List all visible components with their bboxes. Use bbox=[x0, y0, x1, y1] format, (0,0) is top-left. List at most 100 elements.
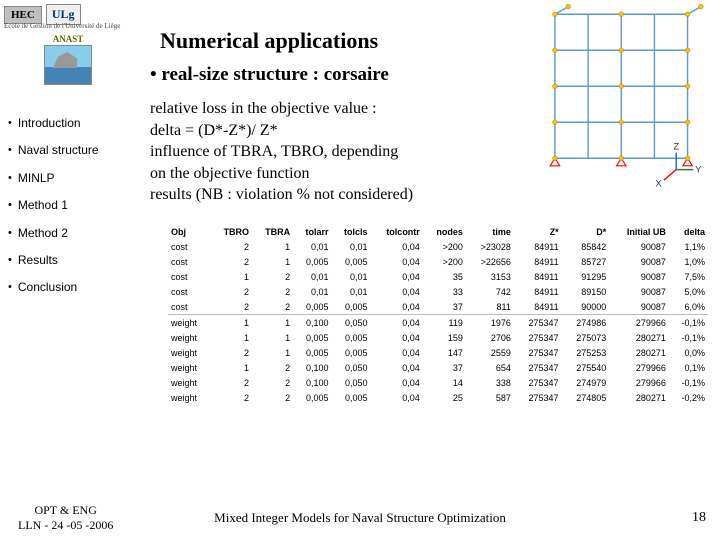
table-col-header: tolcontr bbox=[371, 224, 423, 239]
table-cell: >22656 bbox=[466, 254, 514, 269]
svg-text:Z: Z bbox=[673, 142, 679, 153]
table-cell: 1 bbox=[252, 330, 293, 345]
sidebar-item-results[interactable]: •Results bbox=[8, 253, 138, 268]
table-cell: 147 bbox=[423, 345, 466, 360]
table-col-header: TBRA bbox=[252, 224, 293, 239]
table-col-header: tolarr bbox=[293, 224, 331, 239]
table-row: weight220,0050,0050,04255872753472748052… bbox=[168, 390, 708, 405]
table-cell: 90000 bbox=[562, 299, 610, 315]
sidebar-item-label: Naval structure bbox=[18, 143, 99, 157]
table-cell: 654 bbox=[466, 360, 514, 375]
table-cell: 1,1% bbox=[669, 239, 708, 254]
bullet-icon: • bbox=[8, 253, 12, 268]
table-cell: 90087 bbox=[609, 239, 669, 254]
table-cell: 275347 bbox=[514, 375, 562, 390]
anast-icon bbox=[44, 45, 92, 85]
table-cell: 84911 bbox=[514, 299, 562, 315]
table-col-header: time bbox=[466, 224, 514, 239]
bullet-icon: • bbox=[8, 280, 12, 295]
table-cell: 84911 bbox=[514, 284, 562, 299]
table-cell: 0,0% bbox=[669, 345, 708, 360]
table-row: cost210,0050,0050,04>200>226568491185727… bbox=[168, 254, 708, 269]
table-cell: cost bbox=[168, 254, 210, 269]
table-cell: 2 bbox=[210, 375, 252, 390]
table-cell: 91295 bbox=[562, 269, 610, 284]
table-cell: 2 bbox=[210, 345, 252, 360]
hec-logo-text: HEC bbox=[4, 6, 42, 24]
table-cell: 280271 bbox=[609, 330, 669, 345]
table-cell: 2 bbox=[252, 360, 293, 375]
table-cell: 0,04 bbox=[371, 390, 423, 405]
table-cell: 275073 bbox=[562, 330, 610, 345]
table-cell: 2 bbox=[210, 284, 252, 299]
table-cell: 0,1% bbox=[669, 360, 708, 375]
table-cell: 85727 bbox=[562, 254, 610, 269]
table-cell: -0,1% bbox=[669, 375, 708, 390]
table-row: weight220,1000,0500,04143382753472749792… bbox=[168, 375, 708, 390]
sidebar-item-conclusion[interactable]: •Conclusion bbox=[8, 280, 138, 295]
table-cell: 274986 bbox=[562, 315, 610, 331]
table-cell: weight bbox=[168, 315, 210, 331]
table-cell: 0,005 bbox=[293, 390, 331, 405]
table-cell: 0,04 bbox=[371, 239, 423, 254]
table-cell: 275347 bbox=[514, 360, 562, 375]
table-cell: 0,005 bbox=[331, 254, 370, 269]
table-cell: 25 bbox=[423, 390, 466, 405]
table-col-header: delta bbox=[669, 224, 708, 239]
table-cell: 0,04 bbox=[371, 360, 423, 375]
table-cell: cost bbox=[168, 299, 210, 315]
sidebar-item-naval[interactable]: •Naval structure bbox=[8, 143, 138, 158]
table-cell: -0,1% bbox=[669, 330, 708, 345]
table-cell: 1 bbox=[252, 315, 293, 331]
table-cell: 0,005 bbox=[293, 254, 331, 269]
table-cell: 0,04 bbox=[371, 284, 423, 299]
table-col-header: nodes bbox=[423, 224, 466, 239]
table-cell: cost bbox=[168, 239, 210, 254]
logo-subtitle: Ecole de Gestion de l'Université de Lièg… bbox=[4, 22, 120, 30]
table-cell: 0,050 bbox=[331, 315, 370, 331]
table-cell: 279966 bbox=[609, 375, 669, 390]
table-cell: 6,0% bbox=[669, 299, 708, 315]
table-cell: 2 bbox=[252, 284, 293, 299]
table-cell: 2 bbox=[210, 390, 252, 405]
table-cell: 587 bbox=[466, 390, 514, 405]
table-cell: 2 bbox=[210, 239, 252, 254]
table-cell: 280271 bbox=[609, 345, 669, 360]
sidebar-item-introduction[interactable]: •Introduction bbox=[8, 116, 138, 131]
table-cell: 1 bbox=[252, 254, 293, 269]
table-cell: 2559 bbox=[466, 345, 514, 360]
table-col-header: TBRO bbox=[210, 224, 252, 239]
table-cell: 0,04 bbox=[371, 345, 423, 360]
table-col-header: D* bbox=[562, 224, 610, 239]
table-cell: 0,04 bbox=[371, 254, 423, 269]
table-cell: 0,100 bbox=[293, 360, 331, 375]
subtitle-bullet: • real-size structure : corsaire bbox=[150, 64, 389, 86]
table-row: cost220,0050,0050,0437811849119000090087… bbox=[168, 299, 708, 315]
body-line: relative loss in the objective value : bbox=[150, 98, 530, 120]
table-cell: 0,04 bbox=[371, 315, 423, 331]
table-cell: weight bbox=[168, 375, 210, 390]
table-cell: 2 bbox=[210, 254, 252, 269]
table-cell: 1 bbox=[210, 330, 252, 345]
table-cell: 275347 bbox=[514, 345, 562, 360]
table-row: weight120,1000,0500,04376542753472755402… bbox=[168, 360, 708, 375]
svg-text:X: X bbox=[655, 179, 662, 190]
table-cell: 0,01 bbox=[293, 284, 331, 299]
table-cell: 0,01 bbox=[293, 239, 331, 254]
table-cell: 33 bbox=[423, 284, 466, 299]
sidebar-item-label: Method 1 bbox=[18, 198, 68, 212]
table-cell: 1 bbox=[210, 269, 252, 284]
sidebar-item-minlp[interactable]: •MINLP bbox=[8, 171, 138, 186]
table-cell: 2 bbox=[252, 269, 293, 284]
table-cell: 0,100 bbox=[293, 375, 331, 390]
footer-left: OPT & ENG LLN - 24 -05 -2006 bbox=[18, 503, 113, 532]
table-cell: 275540 bbox=[562, 360, 610, 375]
table-cell: 0,050 bbox=[331, 375, 370, 390]
sidebar-item-label: MINLP bbox=[18, 171, 55, 185]
bullet-icon: • bbox=[8, 198, 12, 213]
table-cell: 279966 bbox=[609, 360, 669, 375]
table-cell: 90087 bbox=[609, 269, 669, 284]
sidebar-item-method2[interactable]: •Method 2 bbox=[8, 226, 138, 241]
sidebar-item-method1[interactable]: • Method 1 bbox=[8, 198, 138, 213]
table-cell: 0,04 bbox=[371, 269, 423, 284]
